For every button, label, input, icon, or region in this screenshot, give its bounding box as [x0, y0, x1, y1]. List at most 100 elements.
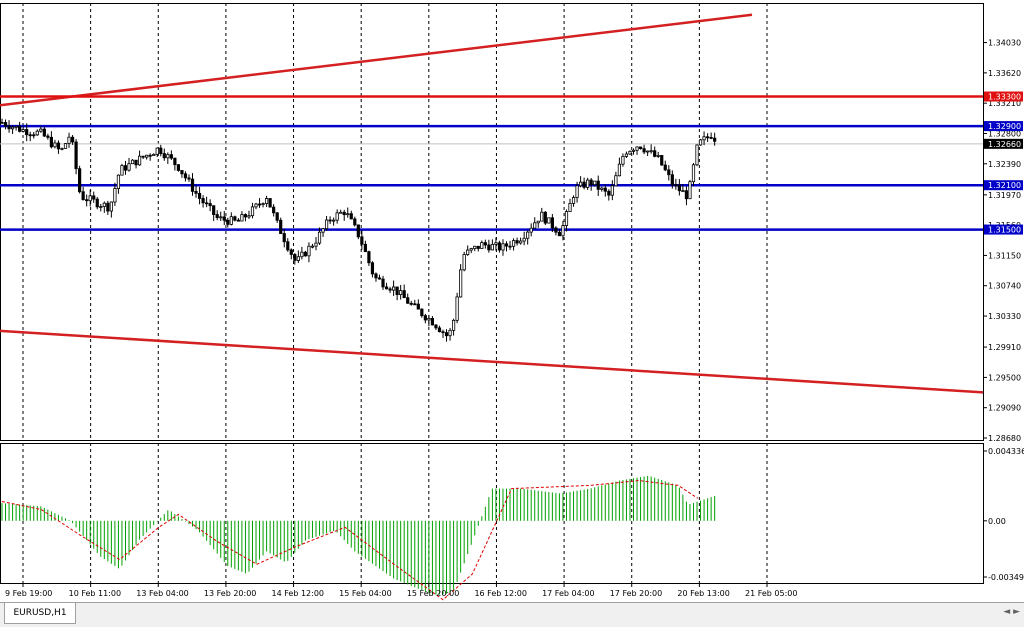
candle-body	[702, 136, 706, 141]
time-tick-label: 15 Feb 20:00	[407, 589, 459, 598]
price-tick-label: 1.29500	[988, 373, 1021, 382]
candle-body	[610, 185, 614, 196]
candle-body	[684, 190, 689, 200]
candle-body	[497, 242, 502, 251]
candle-body	[272, 206, 276, 214]
candle-body	[476, 245, 480, 249]
candle-body	[462, 254, 466, 271]
candle-body	[243, 214, 248, 218]
candle-body	[420, 308, 424, 317]
candle-body	[469, 248, 473, 251]
candle-body	[201, 198, 205, 204]
price-axis: 1.34030 1.33620 1.33210 1.32800 1.32390 1.319…	[983, 39, 1024, 582]
candle-body	[575, 185, 579, 198]
candle-body	[159, 147, 163, 154]
time-tick-label: 17 Feb 04:00	[542, 589, 594, 598]
price-tick-label: 1.29910	[988, 343, 1021, 352]
candle-body	[536, 220, 540, 224]
candle-body	[0, 121, 4, 124]
candle-body	[564, 211, 569, 226]
candle-body	[18, 125, 22, 132]
candle-body	[173, 157, 177, 166]
candle-body	[646, 150, 650, 153]
price-chart-plot[interactable]	[0, 3, 984, 441]
candle-body	[46, 135, 50, 138]
candle-body	[342, 211, 346, 216]
candle-body	[649, 150, 653, 153]
candle-body	[561, 225, 565, 237]
candle-body	[310, 245, 315, 248]
candle-body	[367, 251, 371, 264]
price-tick-label: 1.31970	[988, 191, 1021, 200]
candle-body	[286, 241, 290, 251]
candle-body	[187, 177, 191, 180]
candle-body	[395, 286, 399, 296]
candle-body	[413, 303, 417, 306]
candle-body	[529, 227, 533, 233]
level-price-tag	[984, 121, 1023, 132]
level-price-tag-label: 1.31500	[988, 226, 1021, 235]
candle-body	[60, 147, 64, 150]
candle-body	[219, 216, 223, 219]
candle-body	[95, 198, 99, 208]
candle-body	[289, 249, 293, 255]
candle-body	[194, 190, 198, 194]
price-tick-label: 1.32800	[988, 129, 1021, 138]
candle-body	[212, 205, 216, 215]
candle-body	[282, 233, 286, 243]
candle-body	[409, 302, 413, 305]
candle-body	[653, 150, 657, 157]
candle-body	[540, 211, 544, 222]
level-price-tag-label: 1.32900	[988, 122, 1021, 131]
oscillator-plot[interactable]	[0, 443, 984, 601]
candle-body	[459, 269, 463, 298]
candle-body	[70, 136, 75, 143]
candle-body	[346, 213, 350, 216]
candle-body	[670, 174, 674, 186]
candle-body	[180, 170, 184, 175]
candle-body	[582, 181, 586, 188]
candle-body	[501, 243, 505, 251]
price-tick-label: 1.31150	[988, 251, 1021, 260]
candle-body	[92, 195, 96, 200]
candle-body	[39, 128, 43, 132]
candle-body	[480, 242, 484, 249]
candle-body	[7, 125, 11, 130]
candle-body	[593, 180, 597, 186]
candle-body	[215, 214, 219, 218]
candle-body	[444, 332, 449, 337]
candle-body	[353, 218, 357, 226]
price-tick-label: 1.33620	[988, 69, 1021, 78]
candle-body	[635, 146, 639, 151]
candle-body	[589, 179, 593, 186]
bid-price-tag-label: 1.32660	[988, 140, 1021, 149]
osc-tick-label: -0.00349	[988, 573, 1024, 582]
candle-body	[49, 136, 53, 148]
candle-body	[356, 224, 360, 238]
candle-body	[660, 155, 664, 166]
tab-scroll-arrows-icon[interactable]: ◄ ►	[1003, 607, 1020, 617]
symbol-tab[interactable]: EURUSD,H1	[4, 603, 76, 624]
candle-body	[377, 277, 382, 280]
candle-body	[504, 243, 509, 247]
candle-body	[152, 153, 156, 156]
candle-body	[268, 198, 272, 208]
candle-body	[53, 142, 57, 148]
time-tick-label: 16 Feb 12:00	[474, 589, 526, 598]
candle-body	[427, 318, 431, 321]
candle-body	[451, 319, 456, 331]
candle-body	[515, 240, 519, 244]
candle-body	[56, 142, 61, 150]
price-tick-label: 1.32390	[988, 160, 1021, 169]
candle-body	[162, 153, 166, 159]
candle-body	[264, 198, 269, 204]
time-tick-label: 20 Feb 13:00	[677, 589, 729, 598]
time-axis: 9 Feb 19:00 10 Feb 11:00 13 Feb 04:00 13 Fe…	[5, 583, 797, 598]
candle-body	[406, 297, 410, 304]
level-price-tag	[984, 180, 1023, 191]
candle-body	[388, 288, 392, 291]
candle-body	[74, 141, 78, 170]
candle-body	[226, 219, 230, 225]
candle-body	[300, 251, 304, 258]
